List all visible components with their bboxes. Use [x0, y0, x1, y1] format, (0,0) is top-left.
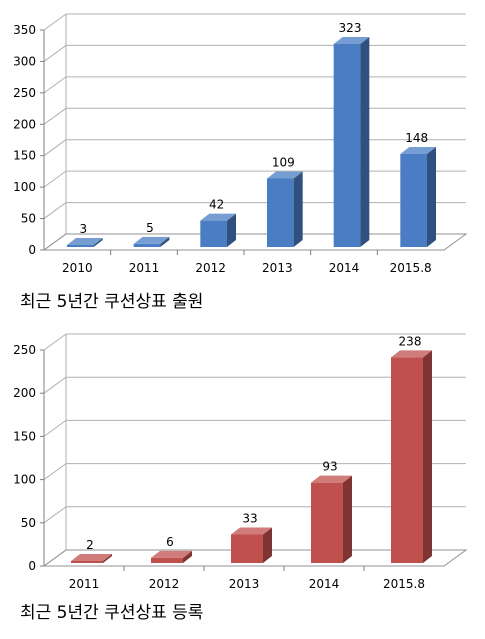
- bar-front: [67, 245, 94, 247]
- bar-side: [93, 238, 103, 247]
- bar: [333, 36, 370, 247]
- bar-side: [103, 554, 112, 563]
- x-tick-label: 2012: [195, 261, 226, 275]
- bar-side: [160, 236, 170, 247]
- gridline-diagonal: [43, 506, 67, 524]
- data-label: 2: [86, 538, 94, 552]
- bar-front: [400, 153, 427, 247]
- bar-chart-registrations: 0 50 100 150 200 250 2 2011 6 2012 33 2013 93 2014 238…: [13, 333, 468, 591]
- bar-top: [67, 238, 103, 245]
- bar-front: [200, 220, 227, 247]
- gridline-diagonal: [43, 45, 67, 62]
- data-label: 42: [209, 198, 224, 212]
- y-tick-label: 350: [13, 23, 36, 37]
- gridline-diagonal: [43, 107, 67, 125]
- y-tick-label: 100: [13, 473, 36, 487]
- bar-top: [267, 171, 303, 179]
- chart-applications: 0 50 100 150 200 250 300 350 3 2010 5 2011 42 2012 109…: [0, 0, 485, 290]
- gridline-diagonal: [43, 139, 67, 157]
- bar: [200, 213, 236, 247]
- x-tick-label: 2012: [149, 577, 180, 591]
- x-tick-label: 2013: [229, 577, 260, 591]
- chart-floor: [42, 549, 468, 567]
- data-label: 323: [339, 21, 362, 35]
- bar-side: [427, 146, 436, 247]
- bar-side: [227, 213, 236, 247]
- gridline-diagonal: [43, 170, 67, 188]
- data-label: 5: [146, 221, 154, 235]
- y-tick-label: 250: [13, 343, 36, 357]
- x-tick-label: 2010: [62, 261, 93, 275]
- gridline-diagonal: [43, 463, 67, 481]
- bar-side: [293, 171, 303, 247]
- x-tick-label: 2011: [69, 577, 100, 591]
- x-tick-label: 2015.8: [390, 261, 432, 275]
- data-label: 3: [80, 222, 88, 236]
- y-tick-label: 250: [13, 86, 36, 100]
- data-label: 6: [166, 535, 174, 549]
- bar-front: [391, 357, 423, 563]
- gridline-diagonal: [43, 76, 67, 94]
- y-tick-label: 50: [21, 516, 36, 530]
- y-tick-label: 300: [13, 54, 36, 68]
- bar-side: [360, 36, 370, 247]
- bar-front: [231, 534, 263, 563]
- gridline-diagonal: [43, 202, 67, 219]
- bar-top: [311, 475, 352, 483]
- bar-side: [263, 527, 272, 563]
- gridline-diagonal: [43, 419, 67, 437]
- gridline-diagonal: [43, 13, 67, 31]
- chart-registrations: 0 50 100 150 200 250 2 2011 6 2012 33 2013 93 2014 238…: [0, 322, 485, 612]
- bar: [311, 475, 352, 563]
- x-tick-label: 2015.8: [383, 577, 425, 591]
- x-tick-label: 2014: [309, 577, 340, 591]
- bar-front: [267, 178, 294, 247]
- bar-top: [133, 236, 170, 244]
- bar: [71, 554, 112, 563]
- bar: [267, 171, 303, 247]
- data-label: 148: [405, 131, 428, 145]
- chart-caption-applications: 최근 5년간 쿠션상표 출원: [20, 292, 204, 312]
- bar-top: [231, 527, 272, 535]
- y-tick-label: 0: [28, 559, 36, 573]
- bar-top: [400, 146, 436, 154]
- bar-top: [200, 213, 236, 221]
- data-label: 93: [322, 460, 337, 474]
- data-label: 238: [399, 334, 422, 348]
- bar: [133, 236, 170, 247]
- bar: [231, 527, 272, 563]
- x-tick-label: 2014: [329, 261, 360, 275]
- bar-chart-applications: 0 50 100 150 200 250 300 350 3 2010 5 2011 42 2012 109…: [13, 13, 468, 275]
- chart-caption-registrations: 최근 5년간 쿠션상표 등록: [20, 603, 204, 623]
- bar-front: [333, 43, 361, 247]
- y-tick-label: 200: [13, 386, 36, 400]
- y-tick-label: 0: [28, 243, 36, 257]
- y-tick-label: 150: [13, 149, 36, 163]
- x-tick-label: 2011: [129, 261, 160, 275]
- y-tick-label: 200: [13, 117, 36, 131]
- y-tick-label: 150: [13, 429, 36, 443]
- bar-side: [183, 550, 192, 563]
- bar-top: [391, 350, 432, 358]
- x-tick-label: 2013: [262, 261, 293, 275]
- bar-top: [333, 36, 370, 44]
- bar-top: [71, 554, 112, 561]
- bar-front: [311, 482, 343, 563]
- bar-front: [151, 557, 183, 563]
- bar-side: [343, 475, 352, 563]
- y-tick-label: 100: [13, 180, 36, 194]
- bar-front: [71, 561, 103, 563]
- bar: [151, 550, 192, 563]
- gridline-diagonal: [43, 376, 67, 394]
- bar-top: [151, 550, 192, 558]
- data-label: 109: [272, 155, 295, 169]
- bar: [67, 238, 103, 247]
- bar: [400, 146, 436, 247]
- bar-side: [423, 350, 432, 563]
- data-label: 33: [242, 511, 257, 525]
- bar: [391, 350, 432, 563]
- y-tick-label: 50: [21, 212, 36, 226]
- bar-front: [133, 243, 161, 247]
- gridline-diagonal: [43, 333, 67, 351]
